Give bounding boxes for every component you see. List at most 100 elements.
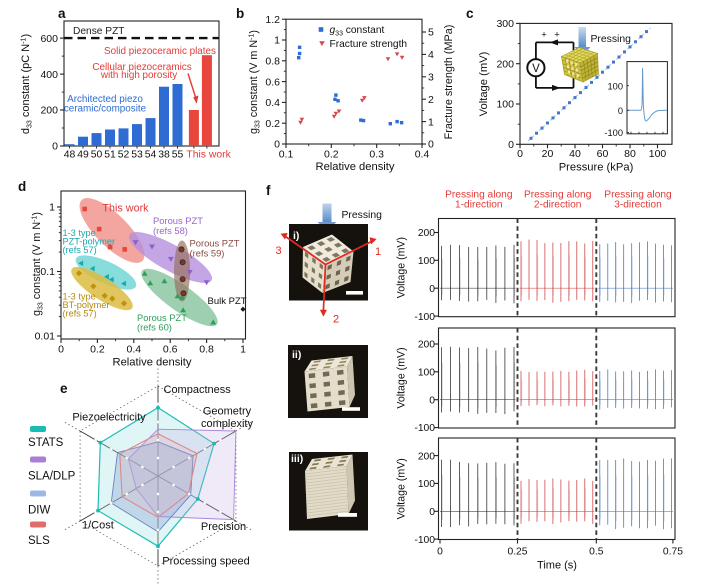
svg-text:1: 1: [240, 344, 246, 356]
svg-text:b: b: [236, 6, 244, 21]
svg-text:0: 0: [58, 344, 64, 356]
svg-text:(refs 57): (refs 57): [63, 245, 97, 255]
svg-text:200: 200: [418, 340, 435, 351]
svg-text:g33 constant: g33 constant: [330, 25, 385, 38]
svg-text:ceramic/composite: ceramic/composite: [64, 104, 147, 115]
svg-text:50: 50: [91, 150, 103, 161]
svg-text:100: 100: [418, 368, 435, 379]
svg-text:0.6: 0.6: [163, 344, 178, 356]
svg-text:80: 80: [624, 148, 636, 160]
svg-text:with high porosity: with high porosity: [100, 70, 177, 81]
svg-text:0.2: 0.2: [324, 149, 339, 161]
svg-text:Voltage (mV): Voltage (mV): [396, 237, 408, 298]
svg-text:0: 0: [274, 139, 280, 151]
svg-text:5: 5: [428, 27, 434, 39]
svg-text:ii): ii): [292, 349, 301, 361]
svg-text:2-direction: 2-direction: [534, 200, 582, 211]
svg-text:200: 200: [40, 105, 58, 117]
svg-text:Voltage (mV): Voltage (mV): [478, 51, 490, 116]
svg-text:100: 100: [496, 99, 514, 111]
svg-text:(refs 59): (refs 59): [190, 248, 225, 259]
svg-text:a: a: [58, 6, 66, 21]
svg-text:-100: -100: [604, 128, 623, 138]
svg-text:0.4: 0.4: [126, 344, 141, 356]
svg-text:1/Cost: 1/Cost: [82, 520, 114, 532]
svg-text:3-direction: 3-direction: [614, 200, 662, 211]
svg-text:Porous PZT: Porous PZT: [190, 238, 240, 249]
svg-text:200: 200: [418, 451, 435, 462]
svg-text:+: +: [554, 30, 560, 41]
svg-text:0.4: 0.4: [415, 149, 430, 161]
svg-text:0: 0: [508, 139, 514, 151]
svg-text:600: 600: [40, 33, 58, 45]
svg-text:Cellular piezoceramics: Cellular piezoceramics: [92, 62, 191, 73]
svg-text:i): i): [293, 230, 299, 242]
svg-text:200: 200: [496, 58, 514, 70]
svg-text:Pressing: Pressing: [591, 34, 632, 45]
svg-text:Compactness: Compactness: [164, 384, 232, 396]
svg-text:Architected piezo: Architected piezo: [67, 94, 143, 105]
svg-text:g33 constant (V m N-1): g33 constant (V m N-1): [248, 30, 262, 134]
svg-text:52: 52: [118, 150, 130, 161]
svg-text:SLS: SLS: [28, 535, 50, 547]
svg-text:55: 55: [172, 150, 184, 161]
svg-text:0.75: 0.75: [663, 547, 683, 558]
svg-text:3: 3: [428, 72, 434, 84]
svg-text:(refs 58): (refs 58): [153, 225, 188, 236]
svg-text:Fracture strength: Fracture strength: [330, 39, 408, 50]
svg-text:0.2: 0.2: [265, 118, 280, 130]
svg-text:200: 200: [418, 228, 435, 239]
svg-text:-100: -100: [414, 312, 435, 323]
svg-text:0.8: 0.8: [265, 56, 280, 68]
svg-text:1: 1: [49, 202, 55, 214]
svg-text:V: V: [532, 63, 540, 75]
svg-text:0: 0: [429, 395, 435, 406]
svg-text:0.5: 0.5: [589, 547, 604, 558]
svg-text:49: 49: [77, 150, 89, 161]
svg-text:Voltage (mV): Voltage (mV): [396, 458, 408, 519]
svg-text:0: 0: [52, 141, 58, 153]
svg-text:0: 0: [428, 139, 434, 151]
svg-text:2: 2: [428, 94, 434, 106]
svg-text:2: 2: [333, 314, 339, 326]
svg-text:0.8: 0.8: [199, 344, 214, 356]
svg-text:Pressing along: Pressing along: [524, 190, 592, 201]
svg-text:e: e: [60, 381, 68, 396]
svg-text:Processing speed: Processing speed: [162, 556, 249, 568]
svg-text:0.25: 0.25: [507, 547, 527, 558]
svg-text:DIW: DIW: [28, 505, 51, 517]
svg-text:400: 400: [40, 69, 58, 81]
svg-text:STATS: STATS: [28, 437, 64, 449]
svg-text:Porous PZT: Porous PZT: [153, 215, 203, 226]
svg-text:f: f: [266, 183, 271, 198]
svg-text:This work: This work: [186, 150, 231, 161]
svg-text:1-3 type: 1-3 type: [63, 292, 96, 302]
svg-text:0.3: 0.3: [369, 149, 384, 161]
svg-text:0.6: 0.6: [265, 76, 280, 88]
svg-text:60: 60: [597, 148, 609, 160]
svg-text:1: 1: [375, 246, 381, 258]
svg-text:100: 100: [418, 256, 435, 267]
svg-text:1-direction: 1-direction: [455, 200, 503, 211]
svg-text:Relative density: Relative density: [316, 161, 395, 173]
svg-text:1.2: 1.2: [265, 14, 280, 26]
svg-text:48: 48: [64, 150, 76, 161]
svg-text:SLA/DLP: SLA/DLP: [28, 471, 76, 483]
svg-text:BT-polymer: BT-polymer: [63, 300, 110, 310]
svg-text:d33 constant (pC N-1): d33 constant (pC N-1): [20, 34, 34, 134]
svg-text:54: 54: [145, 150, 157, 161]
svg-text:Piezoelectricity: Piezoelectricity: [72, 412, 146, 424]
svg-text:1: 1: [428, 116, 434, 128]
svg-text:1-3 type: 1-3 type: [63, 228, 96, 238]
svg-text:0.4: 0.4: [265, 97, 280, 109]
svg-text:53: 53: [131, 150, 143, 161]
svg-text:+: +: [541, 30, 547, 41]
svg-text:d: d: [18, 179, 26, 194]
svg-text:0.1: 0.1: [279, 149, 294, 161]
svg-text:51: 51: [104, 150, 116, 161]
svg-text:100: 100: [649, 148, 667, 160]
svg-text:0: 0: [618, 106, 623, 116]
svg-text:0.2: 0.2: [90, 344, 105, 356]
svg-text:g33 constant (V m N-1): g33 constant (V m N-1): [31, 212, 45, 316]
svg-text:100: 100: [418, 479, 435, 490]
